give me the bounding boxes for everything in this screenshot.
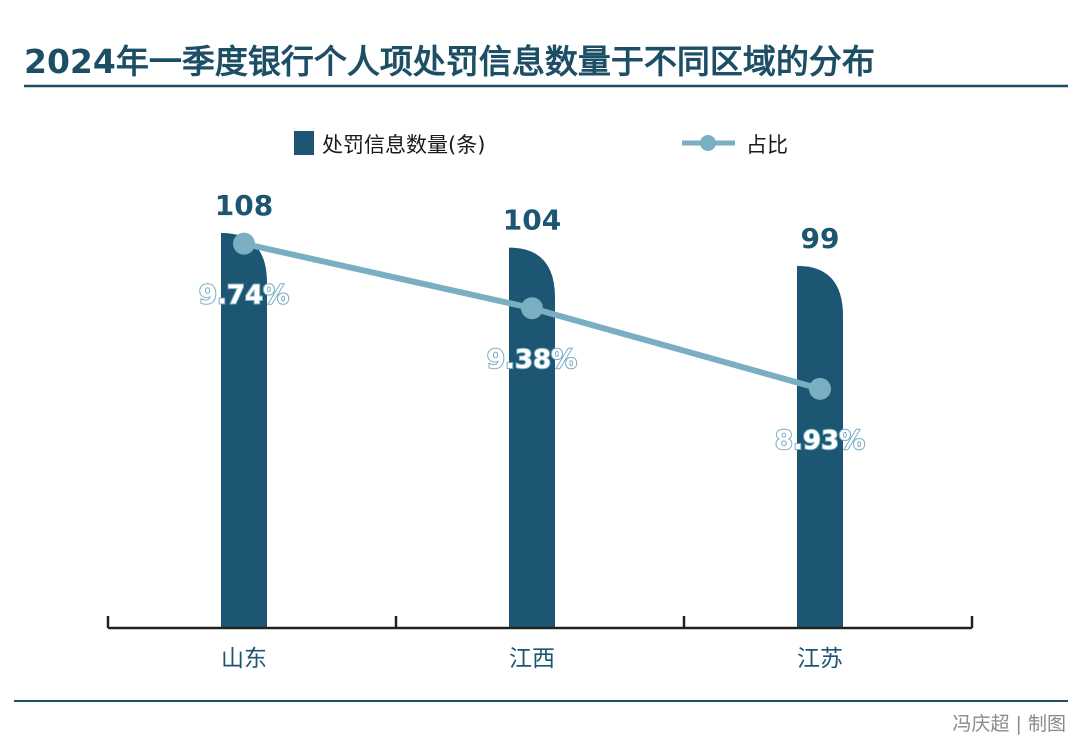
category-label: 江苏 bbox=[797, 646, 843, 672]
ratio-point bbox=[233, 232, 255, 255]
legend-line-label: 占比 bbox=[746, 133, 788, 157]
ratio-label: 9.74% bbox=[199, 281, 289, 311]
legend: 处罚信息数量(条) 占比 bbox=[294, 131, 788, 157]
ratio-label: 8.93% bbox=[775, 426, 865, 456]
bar-value-label: 99 bbox=[801, 222, 840, 255]
bars: 108 104 99 bbox=[215, 189, 843, 628]
chart-title: 2024年一季度银行个人项处罚信息数量于不同区域的分布 bbox=[24, 42, 875, 81]
legend-bar-swatch bbox=[294, 131, 314, 155]
bar-江西 bbox=[509, 247, 555, 628]
credit-text: 冯庆超 | 制图 bbox=[953, 713, 1066, 735]
ratio-point bbox=[809, 377, 831, 400]
ratio-label: 9.38% bbox=[487, 345, 577, 375]
legend-line-marker bbox=[700, 135, 716, 151]
bar-江苏 bbox=[797, 265, 843, 628]
category-label: 山东 bbox=[221, 646, 267, 672]
ratio-point bbox=[521, 297, 543, 320]
category-label: 江西 bbox=[509, 646, 555, 672]
bar-value-label: 104 bbox=[503, 204, 561, 237]
x-axis: 山东 江西 江苏 bbox=[106, 616, 974, 672]
bar-山东 bbox=[221, 233, 267, 628]
ratio-line: 9.74% 9.38% 8.93% bbox=[198, 232, 866, 457]
bar-value-label: 108 bbox=[215, 189, 273, 222]
legend-bar-label: 处罚信息数量(条) bbox=[322, 133, 485, 157]
